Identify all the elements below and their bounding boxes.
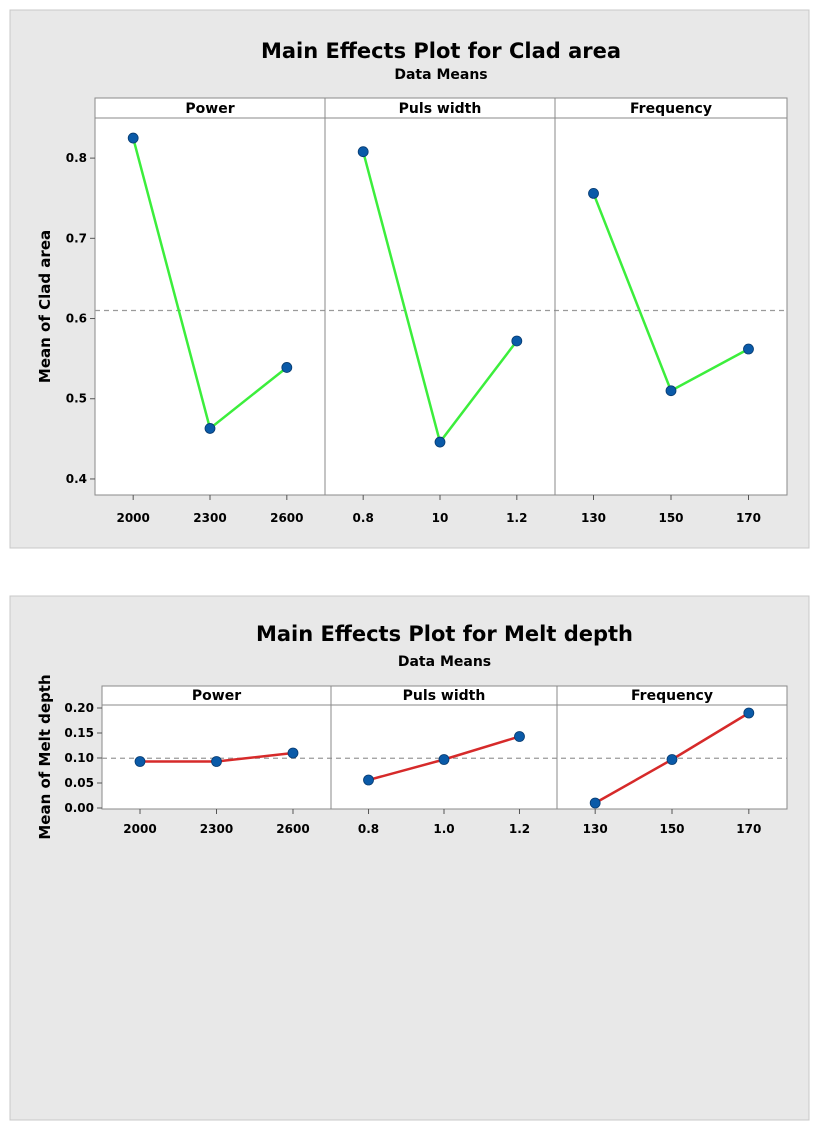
y-tick-label: 0.10 <box>64 751 94 765</box>
x-tick-label: 130 <box>583 822 608 836</box>
plot-area <box>101 685 788 810</box>
x-tick-label: 170 <box>736 822 761 836</box>
data-point <box>287 747 299 759</box>
panel-header-label: Puls width <box>403 688 486 704</box>
chart-subtitle: Data Means <box>398 654 491 670</box>
y-axis-label: Mean of Melt depth <box>36 674 54 839</box>
data-point <box>514 731 525 742</box>
plot-area <box>94 97 788 496</box>
panel-header-label: Frequency <box>631 688 713 704</box>
panel-1: Power 2000 2300 2600 <box>123 688 309 836</box>
y-tick-label: 0.00 <box>64 801 94 815</box>
panel-header-label: Frequency <box>630 101 712 117</box>
data-point <box>665 385 677 397</box>
x-tick-label: 130 <box>581 511 606 525</box>
data-point <box>743 707 755 719</box>
data-point <box>589 797 601 809</box>
y-tick-label: 0.20 <box>64 701 94 715</box>
x-tick-label: 2300 <box>193 511 226 525</box>
data-point <box>211 756 222 767</box>
x-tick-label: 10 <box>432 511 449 525</box>
data-point <box>281 362 293 373</box>
panel-header-label: Puls width <box>399 101 482 117</box>
data-point <box>204 423 216 434</box>
data-point <box>434 436 446 448</box>
x-tick-label: 2000 <box>123 822 156 836</box>
y-tick-label: 0.05 <box>64 776 94 790</box>
x-tick-label: 2000 <box>116 511 149 525</box>
chart-2: Main Effects Plot for Melt depth Data Mea… <box>9 595 810 1121</box>
y-tick-label: 0.15 <box>64 726 94 740</box>
panel-header-label: Power <box>192 688 241 704</box>
x-tick-label: 1.2 <box>509 822 530 836</box>
panel-1: Power 2000 2300 2600 <box>116 101 303 525</box>
chart-background <box>9 595 810 1121</box>
chart-title: Main Effects Plot for Clad area <box>261 39 621 63</box>
data-point <box>357 146 369 158</box>
data-point <box>127 132 139 144</box>
chart-title: Main Effects Plot for Melt depth <box>256 622 633 646</box>
panel-3: Frequency 130 150 170 <box>554 98 761 525</box>
x-tick-label: 1.2 <box>506 511 527 525</box>
panel-3: Frequency 130 150 170 <box>556 686 761 836</box>
x-tick-label: 2300 <box>200 822 233 836</box>
data-point <box>438 754 450 765</box>
y-tick-label: 0.7 <box>66 231 87 245</box>
data-point <box>666 754 678 765</box>
x-tick-label: 2600 <box>276 822 309 836</box>
y-tick-label: 0.4 <box>66 472 87 486</box>
data-point <box>588 187 599 199</box>
x-tick-label: 170 <box>736 511 761 525</box>
chart-1: Main Effects Plot for Clad area Data Mean… <box>9 9 810 549</box>
x-tick-label: 150 <box>659 822 684 836</box>
x-tick-label: 2600 <box>270 511 303 525</box>
data-point <box>363 774 374 786</box>
data-point <box>743 343 754 355</box>
data-point <box>511 335 523 347</box>
panel-2: Puls width 0.8 1.0 1.2 <box>330 686 530 836</box>
x-tick-label: 150 <box>658 511 683 525</box>
y-tick-label: 0.6 <box>66 312 87 326</box>
panel-header-label: Power <box>185 101 234 117</box>
y-axis-label: Mean of Clad area <box>36 230 54 383</box>
panel-2: Puls width 0.8 10 1.2 <box>324 98 527 525</box>
y-tick-label: 0.5 <box>66 392 87 406</box>
x-tick-label: 1.0 <box>433 822 454 836</box>
y-tick-label: 0.8 <box>66 151 87 165</box>
data-point <box>134 756 146 767</box>
chart-subtitle: Data Means <box>394 67 487 83</box>
x-tick-label: 0.8 <box>358 822 379 836</box>
x-tick-label: 0.8 <box>353 511 374 525</box>
